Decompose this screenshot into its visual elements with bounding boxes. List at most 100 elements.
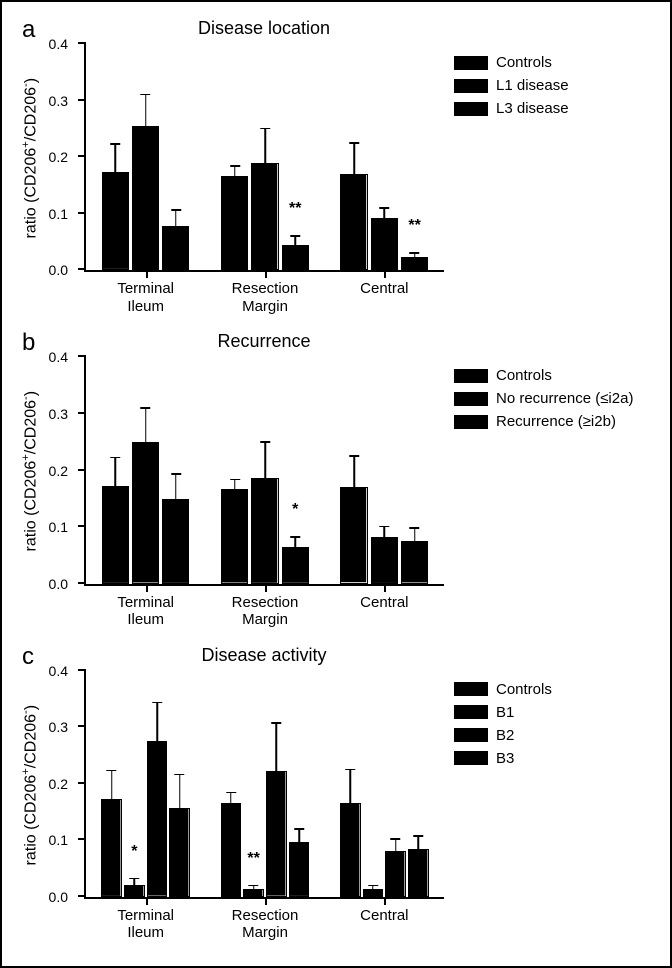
chart-zone: Disease activityratio (CD206+/CD206-)0.0…	[14, 641, 454, 954]
y-tick-label: 0.0	[49, 262, 68, 278]
y-axis-label: ratio (CD206+/CD206-)	[20, 357, 40, 585]
error-bar	[145, 95, 147, 126]
y-tick-label: 0.1	[49, 519, 68, 535]
bar	[162, 226, 189, 270]
panel-a: aDisease locationratio (CD206+/CD206-)0.…	[14, 14, 658, 327]
bar	[221, 489, 248, 583]
bar	[282, 547, 309, 584]
bar	[289, 842, 309, 897]
x-group-label: ResectionMargin	[232, 280, 299, 315]
legend-zone: Controls No recurrence (≤i2a) Recurrence (…	[454, 327, 658, 640]
error-bar	[115, 458, 117, 486]
error-bar	[414, 253, 416, 257]
y-tick-label: 0.3	[49, 719, 68, 735]
bar	[132, 442, 159, 583]
error-bar	[145, 408, 147, 442]
y-tick-label: 0.4	[49, 349, 68, 365]
x-tick	[146, 584, 148, 592]
y-tick: 0.3	[78, 725, 86, 727]
x-tick	[146, 270, 148, 278]
y-tick-label: 0.3	[49, 93, 68, 109]
bar	[124, 885, 144, 897]
bar	[162, 499, 189, 584]
error-bar	[264, 442, 266, 478]
error-bar	[350, 770, 352, 803]
y-tick: 0.4	[78, 669, 86, 671]
y-tick-label: 0.2	[49, 776, 68, 792]
legend-text: Controls	[496, 54, 552, 71]
error-bar	[253, 886, 255, 889]
bar	[401, 257, 428, 270]
y-tick: 0.1	[78, 212, 86, 214]
error-bar	[175, 474, 177, 498]
legend-text: Recurrence (≥i2b)	[496, 413, 616, 430]
legend-text: B2	[496, 727, 514, 744]
chart-title: Disease activity	[84, 645, 444, 666]
error-bar	[384, 527, 386, 537]
x-tick	[384, 270, 386, 278]
error-bar	[372, 886, 374, 889]
error-bar	[384, 208, 386, 218]
bar	[147, 741, 167, 897]
error-bar	[134, 879, 136, 885]
legend-item: Recurrence (≥i2b)	[454, 413, 633, 430]
y-tick: 0.3	[78, 99, 86, 101]
bar	[282, 245, 309, 270]
bar	[169, 808, 189, 897]
significance-marker: **	[289, 200, 301, 218]
bar	[340, 803, 360, 897]
x-group-label: TerminalIleum	[117, 280, 174, 315]
legend-swatch	[454, 751, 488, 765]
y-tick: 0.2	[78, 155, 86, 157]
x-tick	[265, 270, 267, 278]
y-tick: 0.3	[78, 412, 86, 414]
bar	[221, 803, 241, 897]
legend-text: Controls	[496, 367, 552, 384]
plot-area: 0.00.10.20.30.4TerminalIleumResectionMar…	[84, 357, 444, 585]
bar	[401, 541, 428, 583]
y-tick: 0.0	[78, 895, 86, 897]
legend-item: Controls	[454, 54, 569, 71]
legend-text: L3 disease	[496, 100, 569, 117]
x-group-label: TerminalIleum	[117, 594, 174, 629]
y-tick: 0.0	[78, 268, 86, 270]
legend-item: L3 disease	[454, 100, 569, 117]
y-tick: 0.1	[78, 838, 86, 840]
x-tick	[265, 584, 267, 592]
error-bar	[264, 129, 266, 163]
legend-text: No recurrence (≤i2a)	[496, 390, 633, 407]
legend-swatch	[454, 369, 488, 383]
x-group-label: ResectionMargin	[232, 594, 299, 629]
legend-swatch	[454, 56, 488, 70]
error-bar	[230, 793, 232, 803]
legend-swatch	[454, 79, 488, 93]
legend-swatch	[454, 392, 488, 406]
error-bar	[418, 836, 420, 848]
x-tick	[265, 897, 267, 905]
x-tick	[146, 897, 148, 905]
bar	[221, 176, 248, 270]
error-bar	[175, 210, 177, 226]
significance-marker: *	[292, 501, 298, 519]
chart-title: Recurrence	[84, 331, 444, 352]
y-tick-label: 0.2	[49, 463, 68, 479]
y-tick: 0.2	[78, 782, 86, 784]
bar	[340, 487, 367, 583]
x-group-label: Central	[360, 907, 408, 924]
bar	[102, 172, 129, 270]
plot-area: 0.00.10.20.30.4TerminalIleum*ResectionMa…	[84, 671, 444, 899]
bar	[266, 771, 286, 897]
x-tick	[384, 584, 386, 592]
error-bar	[395, 839, 397, 850]
y-tick: 0.4	[78, 42, 86, 44]
legend-item: L1 disease	[454, 77, 569, 94]
y-tick-label: 0.4	[49, 663, 68, 679]
chart-zone: Disease locationratio (CD206+/CD206-)0.0…	[14, 14, 454, 327]
legend: Controls L1 disease L3 disease	[454, 54, 569, 117]
y-tick-label: 0.0	[49, 889, 68, 905]
x-group-label: Central	[360, 280, 408, 297]
bar	[101, 799, 121, 897]
error-bar	[276, 723, 278, 771]
figure-frame: aDisease locationratio (CD206+/CD206-)0.…	[0, 0, 672, 968]
legend-swatch	[454, 705, 488, 719]
